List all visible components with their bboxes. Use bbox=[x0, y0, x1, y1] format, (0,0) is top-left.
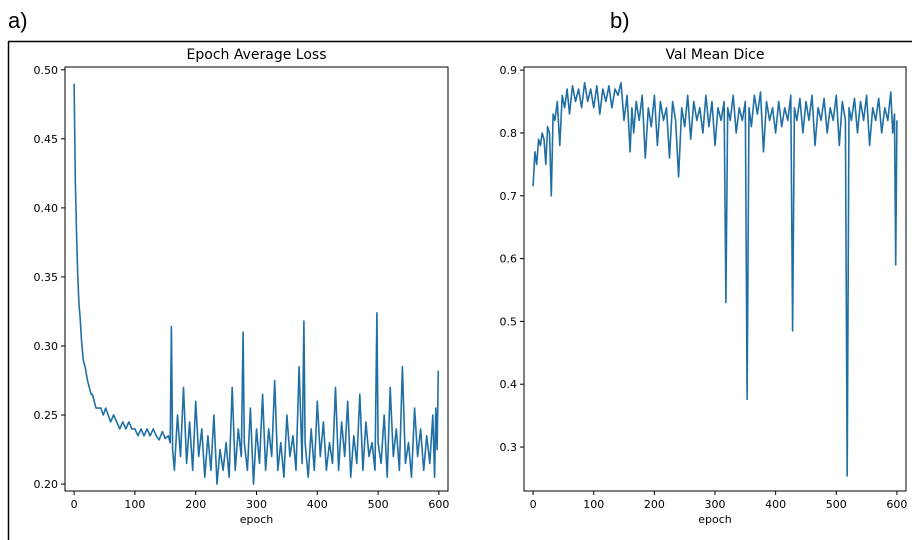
x-axis-label: epoch bbox=[240, 513, 274, 526]
chart-title: Epoch Average Loss bbox=[187, 47, 327, 63]
x-tick-label: 100 bbox=[583, 498, 604, 511]
x-tick-label: 600 bbox=[428, 498, 449, 511]
x-tick-label: 300 bbox=[246, 498, 267, 511]
x-tick-label: 300 bbox=[705, 498, 726, 511]
x-tick-label: 0 bbox=[71, 498, 78, 511]
y-tick-label: 0.45 bbox=[34, 133, 59, 146]
series-line bbox=[532, 81, 898, 477]
y-tick-label: 0.3 bbox=[500, 441, 518, 454]
y-tick-label: 0.35 bbox=[34, 271, 59, 284]
x-tick-label: 600 bbox=[886, 498, 907, 511]
y-tick-label: 0.20 bbox=[34, 478, 59, 491]
y-tick-label: 0.6 bbox=[500, 253, 518, 266]
x-tick-label: 200 bbox=[185, 498, 206, 511]
y-tick-label: 0.5 bbox=[500, 315, 518, 328]
panel-label-b: b) bbox=[610, 8, 630, 33]
y-tick-label: 0.4 bbox=[500, 378, 518, 391]
x-tick-label: 400 bbox=[765, 498, 786, 511]
x-tick-label: 400 bbox=[307, 498, 328, 511]
panel-label-a: a) bbox=[8, 8, 28, 33]
chart-epoch-average-loss: Epoch Average Loss 0 100 200 300 400 500 600 0.2… bbox=[34, 47, 450, 526]
series-line bbox=[73, 83, 440, 485]
y-tick-label: 0.7 bbox=[500, 190, 518, 203]
x-tick-label: 0 bbox=[530, 498, 537, 511]
x-tick-label: 100 bbox=[124, 498, 145, 511]
chart-val-mean-dice: Val Mean Dice 0 100 200 300 400 500 600 0.3 0.4 0.… bbox=[500, 47, 908, 526]
y-tick-label: 0.9 bbox=[500, 64, 518, 77]
y-tick-label: 0.8 bbox=[500, 127, 518, 140]
x-tick-label: 500 bbox=[368, 498, 389, 511]
x-tick-label: 500 bbox=[826, 498, 847, 511]
chart-title: Val Mean Dice bbox=[666, 47, 765, 63]
x-axis-label: epoch bbox=[698, 513, 732, 526]
x-tick-label: 200 bbox=[644, 498, 665, 511]
y-tick-label: 0.30 bbox=[34, 340, 59, 353]
plot-frame bbox=[64, 66, 449, 492]
y-tick-label: 0.25 bbox=[34, 409, 59, 422]
plot-frame bbox=[523, 66, 907, 492]
y-tick-label: 0.40 bbox=[34, 202, 59, 215]
y-tick-label: 0.50 bbox=[34, 64, 59, 77]
